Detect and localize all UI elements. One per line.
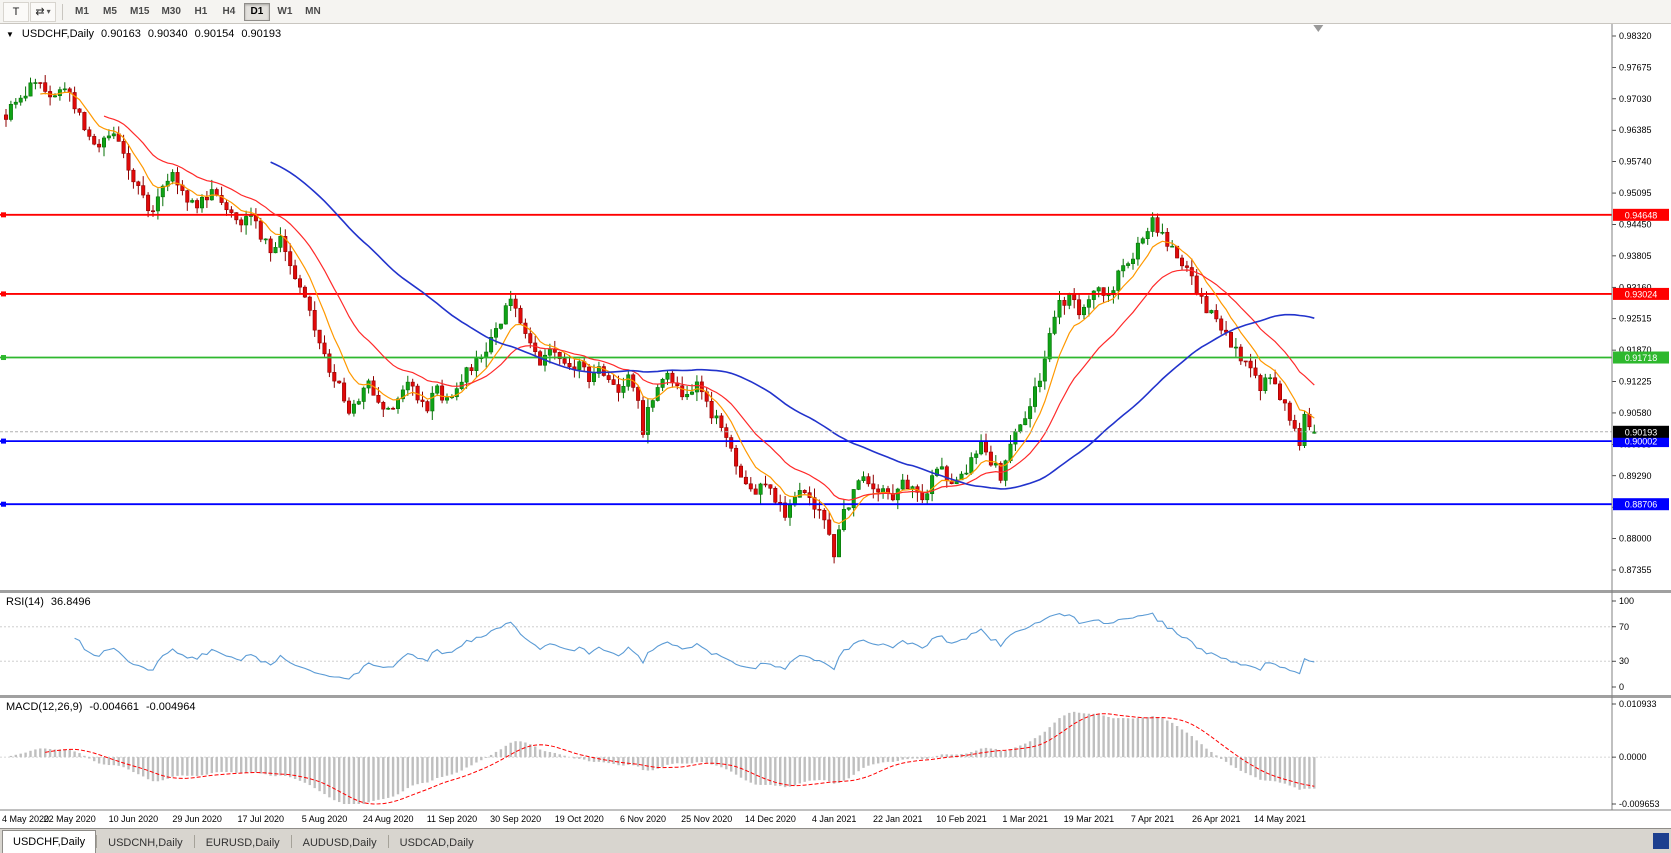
svg-text:14 Dec 2020: 14 Dec 2020 xyxy=(745,814,796,824)
svg-text:7 Apr 2021: 7 Apr 2021 xyxy=(1131,814,1175,824)
tab-audusd-daily[interactable]: AUDUSD,Daily xyxy=(302,837,377,849)
dropdown-caret-icon: ▾ xyxy=(46,7,51,16)
svg-text:26 Apr 2021: 26 Apr 2021 xyxy=(1192,814,1241,824)
svg-text:0.87355: 0.87355 xyxy=(1619,565,1652,575)
timeframe-button-w1[interactable]: W1 xyxy=(277,6,293,17)
mid-ma-line xyxy=(103,115,1315,501)
pane-separator[interactable] xyxy=(0,695,1671,698)
horizontal-lines[interactable] xyxy=(0,212,1612,507)
svg-text:22 Jan 2021: 22 Jan 2021 xyxy=(873,814,923,824)
svg-text:0.93805: 0.93805 xyxy=(1619,251,1652,261)
timeframe-button-h4[interactable]: H4 xyxy=(222,6,236,17)
svg-text:14 May 2021: 14 May 2021 xyxy=(1254,814,1306,824)
svg-text:0.95740: 0.95740 xyxy=(1619,157,1652,167)
toolbar-separator xyxy=(62,3,63,20)
hline-price-tag[interactable]: 0.93024 xyxy=(1613,287,1669,300)
svg-text:0.010933: 0.010933 xyxy=(1619,699,1657,709)
svg-text:10 Jun 2020: 10 Jun 2020 xyxy=(109,814,159,824)
chart-canvas[interactable]: 0.98320 0.97675 0.97030 0.96385 0.95740 0.950… xyxy=(0,24,1671,828)
tab-usdchf-daily[interactable]: USDCHF,Daily xyxy=(2,830,97,853)
svg-text:0.90193: 0.90193 xyxy=(1625,427,1658,437)
svg-text:100: 100 xyxy=(1619,596,1634,606)
timeframe-button-m5[interactable]: M5 xyxy=(103,6,117,17)
svg-text:19 Mar 2021: 19 Mar 2021 xyxy=(1064,814,1115,824)
hline-price-tag[interactable]: 0.91718 xyxy=(1613,351,1669,364)
svg-text:0.97030: 0.97030 xyxy=(1619,94,1652,104)
tab-usdcnh-daily[interactable]: USDCNH,Daily xyxy=(108,837,183,849)
svg-text:4 Jan 2021: 4 Jan 2021 xyxy=(812,814,857,824)
svg-text:30: 30 xyxy=(1619,656,1629,666)
svg-text:1 Mar 2021: 1 Mar 2021 xyxy=(1002,814,1048,824)
pane-separator[interactable] xyxy=(0,590,1671,593)
svg-text:0.93024: 0.93024 xyxy=(1625,289,1658,299)
svg-text:0.92515: 0.92515 xyxy=(1619,314,1652,324)
tab-eurusd-daily[interactable]: EURUSD,Daily xyxy=(205,837,280,849)
svg-text:0.94450: 0.94450 xyxy=(1619,219,1652,229)
timeframe-button-m30[interactable]: M30 xyxy=(161,6,181,17)
svg-text:0.88706: 0.88706 xyxy=(1625,500,1658,510)
svg-text:24 Aug 2020: 24 Aug 2020 xyxy=(363,814,414,824)
tab-separator xyxy=(96,834,98,848)
svg-text:0.98320: 0.98320 xyxy=(1619,31,1652,41)
svg-text:0.97675: 0.97675 xyxy=(1619,62,1652,72)
hline-price-tag[interactable]: 0.94648 xyxy=(1613,208,1669,221)
tab-usdcad-daily[interactable]: USDCAD,Daily xyxy=(399,837,474,849)
svg-text:19 Oct 2020: 19 Oct 2020 xyxy=(555,814,604,824)
svg-text:5 Aug 2020: 5 Aug 2020 xyxy=(302,814,348,824)
svg-text:0.95095: 0.95095 xyxy=(1619,188,1652,198)
fast-ma-line xyxy=(40,91,1315,525)
svg-text:0.93160: 0.93160 xyxy=(1619,282,1652,292)
svg-text:0.0000: 0.0000 xyxy=(1619,752,1647,762)
cycle-symbols-icon: ⇄ xyxy=(35,6,45,18)
slow-ma-line xyxy=(270,161,1315,490)
svg-text:0.94648: 0.94648 xyxy=(1625,210,1658,220)
svg-text:10 Feb 2021: 10 Feb 2021 xyxy=(936,814,987,824)
tab-separator xyxy=(193,834,195,848)
svg-text:0.91225: 0.91225 xyxy=(1619,377,1652,387)
macd-signal-line xyxy=(45,713,1315,805)
svg-text:0.91718: 0.91718 xyxy=(1625,353,1658,363)
toolbar: T ⇄ ▾ M1 M5 M15 M30 H1 H4 D1 W1 MN xyxy=(0,0,1671,24)
chart-tab-bar: USDCHF,Daily USDCNH,Daily EURUSD,Daily AUDU… xyxy=(0,828,1671,853)
cycle-symbols-button[interactable]: ⇄ ▾ xyxy=(30,1,56,22)
timeframe-button-group: M1 M5 M15 M30 H1 H4 D1 W1 MN xyxy=(69,2,326,21)
tab-strip: USDCHF,Daily USDCNH,Daily EURUSD,Daily AUDU… xyxy=(2,829,485,853)
rsi-line xyxy=(74,612,1315,680)
current-price-tag[interactable]: 0.90193 xyxy=(1613,425,1669,438)
svg-text:-0.009653: -0.009653 xyxy=(1619,799,1660,809)
chart-templates-button[interactable]: T xyxy=(3,1,29,22)
svg-text:0.91870: 0.91870 xyxy=(1619,345,1652,355)
svg-text:0.90580: 0.90580 xyxy=(1619,408,1652,418)
svg-text:0: 0 xyxy=(1619,682,1624,692)
svg-text:4 May 2020: 4 May 2020 xyxy=(2,814,49,824)
svg-text:0.89290: 0.89290 xyxy=(1619,471,1652,481)
timeframe-button-h1[interactable]: H1 xyxy=(194,6,208,17)
chart-background xyxy=(0,24,1671,828)
svg-text:0.90002: 0.90002 xyxy=(1625,437,1658,447)
svg-text:0.88000: 0.88000 xyxy=(1619,534,1652,544)
timeframe-button-d1[interactable]: D1 xyxy=(243,2,270,21)
hline-price-tag[interactable]: 0.88706 xyxy=(1613,498,1669,511)
timeframe-button-m1[interactable]: M1 xyxy=(75,6,89,17)
svg-text:25 Nov 2020: 25 Nov 2020 xyxy=(681,814,732,824)
chart-shift-marker[interactable] xyxy=(1313,25,1324,32)
svg-text:30 Sep 2020: 30 Sep 2020 xyxy=(490,814,541,824)
timeframe-button-m15[interactable]: M15 xyxy=(130,6,150,17)
svg-text:22 May 2020: 22 May 2020 xyxy=(44,814,96,824)
svg-text:11 Sep 2020: 11 Sep 2020 xyxy=(427,814,477,824)
tab-separator xyxy=(387,834,389,848)
tabbar-corner-button[interactable] xyxy=(1653,833,1669,849)
svg-text:0.96385: 0.96385 xyxy=(1619,125,1652,135)
svg-text:29 Jun 2020: 29 Jun 2020 xyxy=(172,814,222,824)
timeframe-button-mn[interactable]: MN xyxy=(305,6,321,17)
svg-text:70: 70 xyxy=(1619,622,1629,632)
tab-separator xyxy=(290,834,292,848)
hline-price-tag[interactable]: 0.90002 xyxy=(1613,435,1669,448)
chart-templates-icon: T xyxy=(12,5,20,18)
svg-text:17 Jul 2020: 17 Jul 2020 xyxy=(238,814,285,824)
chart-window: 0.98320 0.97675 0.97030 0.96385 0.95740 0.950… xyxy=(0,24,1671,828)
svg-text:6 Nov 2020: 6 Nov 2020 xyxy=(620,814,666,824)
